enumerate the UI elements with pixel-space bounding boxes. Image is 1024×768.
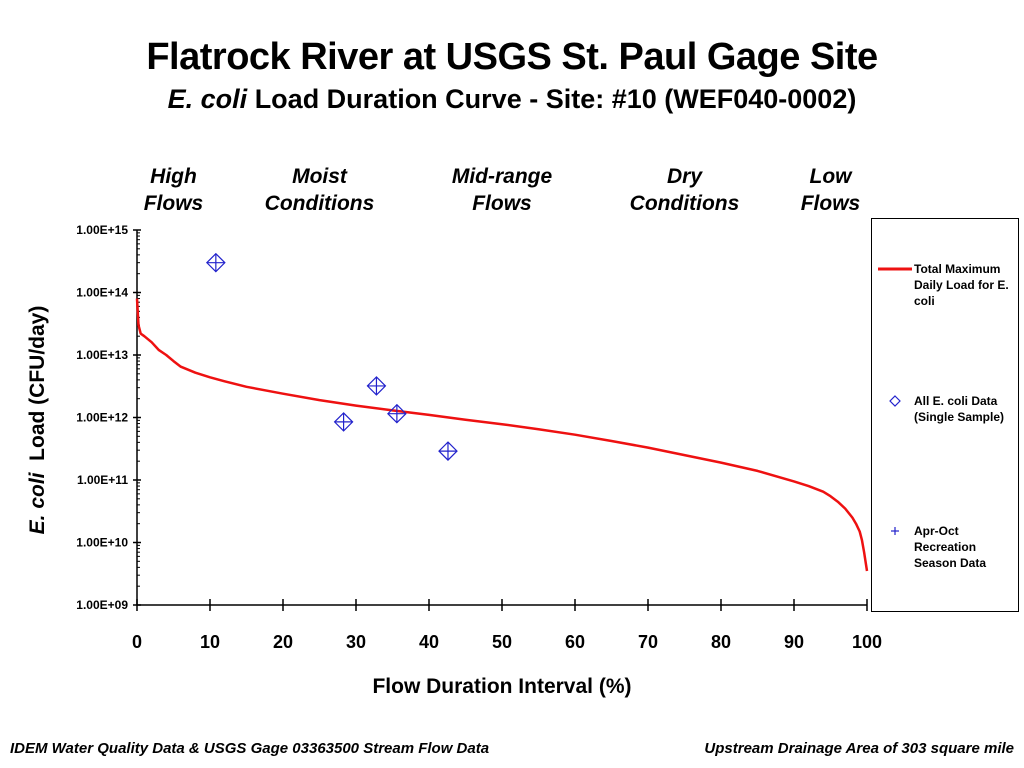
x-tick-label: 50 <box>492 632 512 652</box>
flow-zone-line2: Flows <box>472 192 532 215</box>
y-tick-label: 1.00E+10 <box>76 536 128 550</box>
footer-data-source: IDEM Water Quality Data & USGS Gage 0336… <box>10 740 490 757</box>
x-tick-label: 10 <box>200 632 220 652</box>
flow-zone-line2: Flows <box>800 192 861 215</box>
legend-line-symbol <box>878 267 912 271</box>
axes: 1.00E+15 1.00E+14 1.00E+13 1.00E+12 1.00E+11… <box>76 223 882 652</box>
flow-zone-line1: Mid-range <box>451 165 553 188</box>
x-tick-label: 100 <box>852 632 882 652</box>
x-tick-label: 60 <box>565 632 585 652</box>
flow-zone-label: Moist Conditions <box>240 163 400 217</box>
x-tick-label: 80 <box>711 632 731 652</box>
data-point-plus <box>438 442 457 461</box>
chart-subtitle: E. coli Load Duration Curve - Site: #10 … <box>0 84 1024 115</box>
flow-zone-line2: Conditions <box>264 192 375 215</box>
x-tick-label: 40 <box>419 632 439 652</box>
flow-zone-label: High Flows <box>94 163 254 217</box>
legend: Total Maximum Daily Load for E. coli All… <box>871 218 1019 612</box>
x-axis-label: Flow Duration Interval (%) <box>372 675 631 698</box>
flow-zone-line1: Dry <box>666 165 703 188</box>
y-tick-label: 1.00E+13 <box>76 348 128 362</box>
flow-zone-label: Mid-range Flows <box>422 163 582 217</box>
subtitle-italic: E. coli <box>167 84 248 114</box>
y-tick-label: 1.00E+12 <box>76 411 128 425</box>
x-tick-label: 70 <box>638 632 658 652</box>
diamond-icon <box>889 395 901 407</box>
y-axis-label-rest: Load (CFU/day) <box>26 306 49 473</box>
y-axis-label-italic: E. coli <box>26 471 49 534</box>
x-tick-label: 90 <box>784 632 804 652</box>
x-tick-label: 20 <box>273 632 293 652</box>
flow-zone-line2: Flows <box>143 192 204 215</box>
plus-icon <box>891 527 899 535</box>
x-tick-label: 0 <box>132 632 142 652</box>
data-point-plus <box>206 253 225 272</box>
x-tick-label: 30 <box>346 632 366 652</box>
data-point-plus <box>334 412 353 431</box>
flow-zone-label: Low Flows <box>751 163 911 217</box>
flow-zone-line1: High <box>150 165 197 188</box>
y-tick-label: 1.00E+09 <box>76 598 128 612</box>
legend-label-all-data: All E. coli Data (Single Sample) <box>914 394 1005 424</box>
flow-zone-line2: Conditions <box>629 192 740 215</box>
data-point-plus <box>387 404 406 423</box>
footer-drainage-area: Upstream Drainage Area of 303 square mil… <box>704 740 1014 757</box>
data-point-plus <box>367 376 386 395</box>
y-tick-label: 1.00E+15 <box>76 223 128 237</box>
legend-label-tmdl: Total Maximum Daily Load for E. coli <box>914 262 1009 308</box>
flow-zone-line1: Low <box>809 165 852 188</box>
y-axis-label: E. coli Load (CFU/day) <box>26 306 49 535</box>
y-tick-label: 1.00E+14 <box>76 286 128 300</box>
subtitle-rest: Load Duration Curve - Site: #10 (WEF040-… <box>247 84 857 114</box>
tmdl-curve <box>135 298 869 572</box>
flow-zone-line1: Moist <box>292 165 347 188</box>
data-marks <box>135 252 869 572</box>
chart-title: Flatrock River at USGS St. Paul Gage Sit… <box>146 36 878 78</box>
y-tick-label: 1.00E+11 <box>77 473 128 487</box>
flow-zone-label: Dry Conditions <box>605 163 765 217</box>
legend-label-recreation: Apr-Oct Recreation Season Data <box>914 524 987 570</box>
